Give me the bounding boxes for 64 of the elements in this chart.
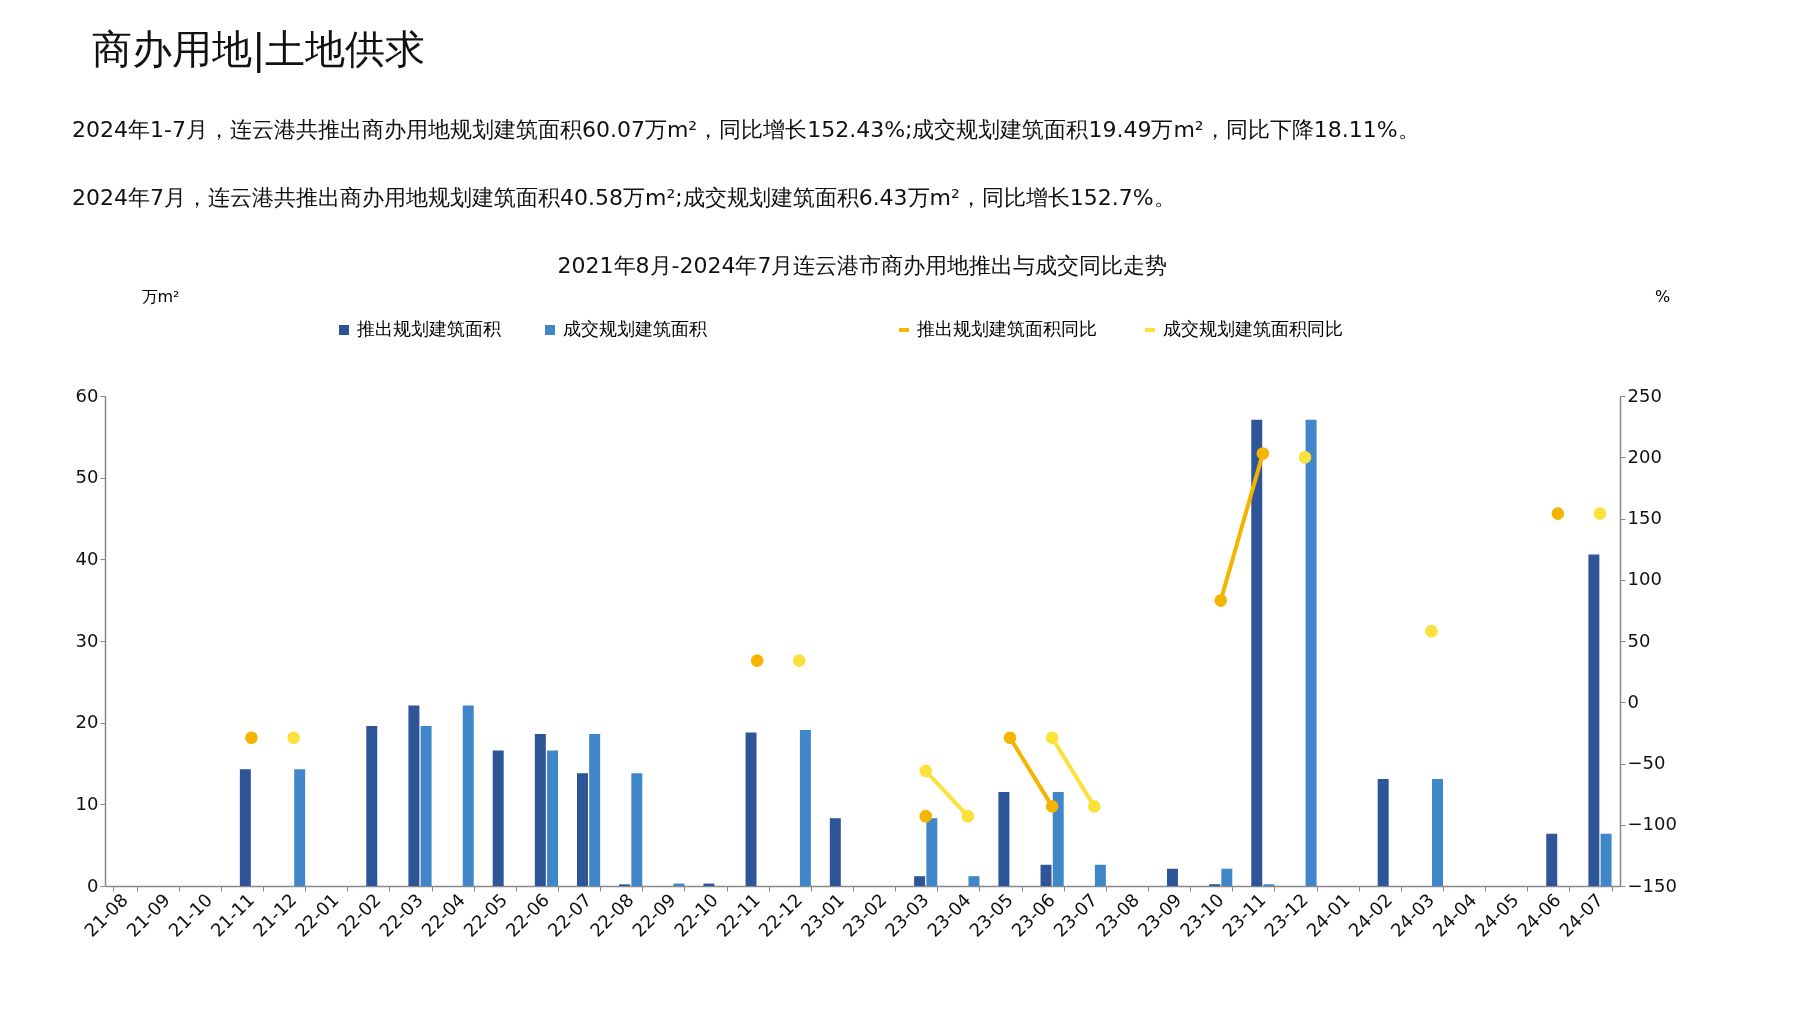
y2-tick-label: 250 xyxy=(1627,384,1662,406)
bar xyxy=(1588,554,1600,886)
y2-tick-label: 200 xyxy=(1627,445,1662,467)
point xyxy=(1298,450,1312,464)
point xyxy=(1425,624,1438,638)
y2-tick-label: −100 xyxy=(1627,813,1677,835)
y2-axis-title: % xyxy=(1654,286,1671,306)
y-tick-label: 60 xyxy=(75,384,99,406)
bar xyxy=(1546,833,1558,886)
bar xyxy=(926,818,938,886)
bar xyxy=(294,769,306,886)
bar xyxy=(1094,864,1106,886)
bar xyxy=(1432,779,1443,886)
text: 2024年1-7月，连云港共推出商办用地规划建筑面积60.07万m²，同比增长152.43%;成交规划建筑面积19.49万m²，同比下降18.11%。 xyxy=(72,116,1420,144)
point xyxy=(1593,507,1607,520)
bar xyxy=(1221,868,1233,886)
bar xyxy=(745,732,757,886)
y-tick-label: 50 xyxy=(75,466,99,488)
bar xyxy=(1305,419,1317,886)
bar xyxy=(998,792,1010,886)
y-tick-label: 40 xyxy=(75,547,99,569)
point xyxy=(750,654,764,667)
y2-tick-label: −50 xyxy=(1627,752,1666,773)
y2-tick-label: 0 xyxy=(1627,690,1639,712)
y2-tick-label: −150 xyxy=(1627,874,1677,896)
y2-tick-label: 50 xyxy=(1627,629,1651,651)
bar xyxy=(1052,792,1064,886)
bar xyxy=(492,750,504,886)
y2-tick-label: 150 xyxy=(1627,507,1662,528)
bar xyxy=(408,705,420,886)
legend-label: 成交规划建筑面积同比 xyxy=(1163,318,1343,339)
point xyxy=(792,654,806,667)
point xyxy=(245,731,258,745)
bar xyxy=(366,725,378,886)
bar xyxy=(1040,864,1052,886)
bar xyxy=(914,876,926,886)
bar xyxy=(534,734,546,886)
bar xyxy=(1377,779,1389,886)
bar xyxy=(1166,868,1178,886)
bar xyxy=(968,876,980,886)
y2-tick-label: 100 xyxy=(1627,568,1662,590)
legend-label: 成交规划建筑面积 xyxy=(563,318,707,339)
bar xyxy=(631,773,643,886)
bar xyxy=(576,773,588,886)
y-tick-label: 10 xyxy=(75,792,99,814)
text: 商办用地|土地供求 xyxy=(92,25,426,75)
bar xyxy=(1600,833,1612,886)
legend-label: 推出规划建筑面积同比 xyxy=(917,318,1097,339)
text: 2024年7月，连云港共推出商办用地规划建筑面积40.58万m²;成交规划建筑面积6.43万m²，同比增长152.7%。 xyxy=(72,184,1176,212)
y-tick-label: 30 xyxy=(75,629,99,651)
chart-title: 2021年8月-2024年7月连云港市商办用地推出与成交同比走势 xyxy=(557,253,1168,278)
legend-label: 推出规划建筑面积 xyxy=(357,318,501,339)
point xyxy=(1551,507,1565,520)
y-axis-title: 万m² xyxy=(141,286,180,306)
bar xyxy=(589,734,601,886)
y-tick-label: 20 xyxy=(75,711,99,733)
bar xyxy=(420,725,432,886)
bar xyxy=(462,705,474,886)
bar xyxy=(547,750,559,886)
bar xyxy=(239,769,251,886)
bar xyxy=(829,818,841,886)
y-tick-label: 0 xyxy=(87,874,99,896)
bar xyxy=(799,730,811,886)
point xyxy=(287,731,300,745)
